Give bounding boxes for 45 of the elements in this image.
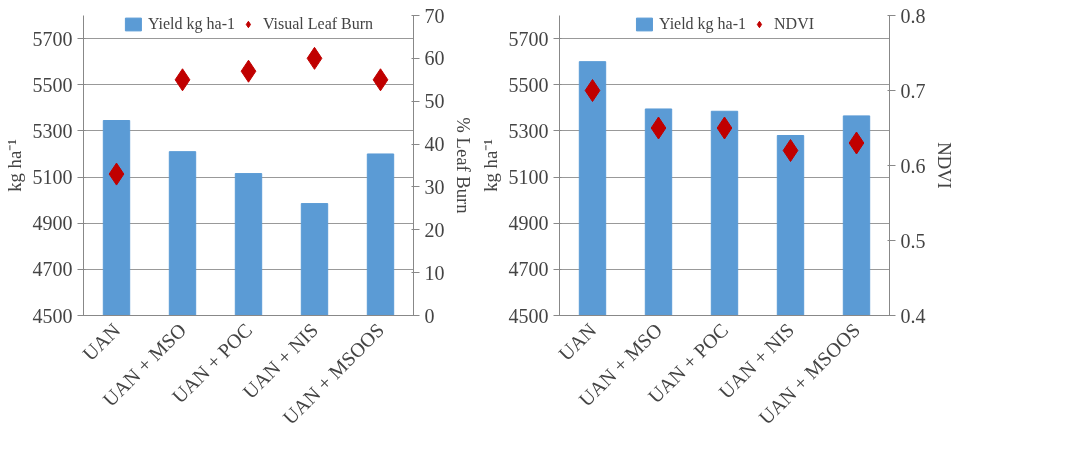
point <box>782 139 799 162</box>
point <box>372 68 389 92</box>
y-tick-label: 5300 <box>32 119 73 142</box>
y-axis-title: kg ha⁻¹ <box>479 139 501 192</box>
point <box>240 59 257 83</box>
legend-label: Yield kg ha-1 <box>147 15 235 33</box>
y-tick-label: 5700 <box>508 27 549 50</box>
y2-tick-label: 0.4 <box>900 304 926 327</box>
y2-tick-label: 0.8 <box>900 4 926 27</box>
y-axis-title: kg ha⁻¹ <box>3 139 25 192</box>
point <box>716 116 733 140</box>
y-tick-label: 5500 <box>508 73 549 96</box>
point <box>306 46 323 70</box>
point <box>650 116 667 140</box>
y-tick-label: 5500 <box>32 73 73 96</box>
point <box>848 131 865 155</box>
point <box>174 68 191 92</box>
y-tick-label: 4500 <box>32 304 73 327</box>
y2-axis-title: NDVI <box>933 142 955 189</box>
y-tick-label: 4900 <box>508 212 549 235</box>
y-tick-label: 5100 <box>508 166 549 189</box>
y-tick-label: 4900 <box>32 212 73 235</box>
y2-tick-label: 0.7 <box>900 79 926 102</box>
y2-tick-label: 70 <box>424 4 445 27</box>
y2-tick-label: 0.5 <box>900 229 926 252</box>
y2-tick-label: 20 <box>424 218 445 241</box>
y2-tick-label: 30 <box>424 175 445 198</box>
y2-tick-label: 40 <box>424 133 445 156</box>
legend-label: Yield kg ha-1 <box>658 15 747 33</box>
y2-tick-label: 0 <box>424 304 435 327</box>
y-tick-label: 5700 <box>32 27 73 50</box>
legend-label: Visual Leaf Burn <box>262 15 374 33</box>
y2-tick-label: 60 <box>424 47 445 70</box>
y-tick-label: 4700 <box>508 258 549 281</box>
y2-tick-label: 50 <box>424 90 445 113</box>
legend-label: NDVI <box>774 15 815 33</box>
y-tick-label: 5100 <box>32 166 73 189</box>
y2-tick-label: 10 <box>424 261 445 284</box>
point <box>584 79 601 102</box>
point <box>108 162 125 186</box>
y2-axis-title: % Leaf Burn <box>452 117 474 215</box>
y-tick-label: 5300 <box>508 119 549 142</box>
y-tick-label: 4700 <box>32 258 73 281</box>
y-tick-label: 4500 <box>508 304 549 327</box>
y2-tick-label: 0.6 <box>900 154 926 177</box>
